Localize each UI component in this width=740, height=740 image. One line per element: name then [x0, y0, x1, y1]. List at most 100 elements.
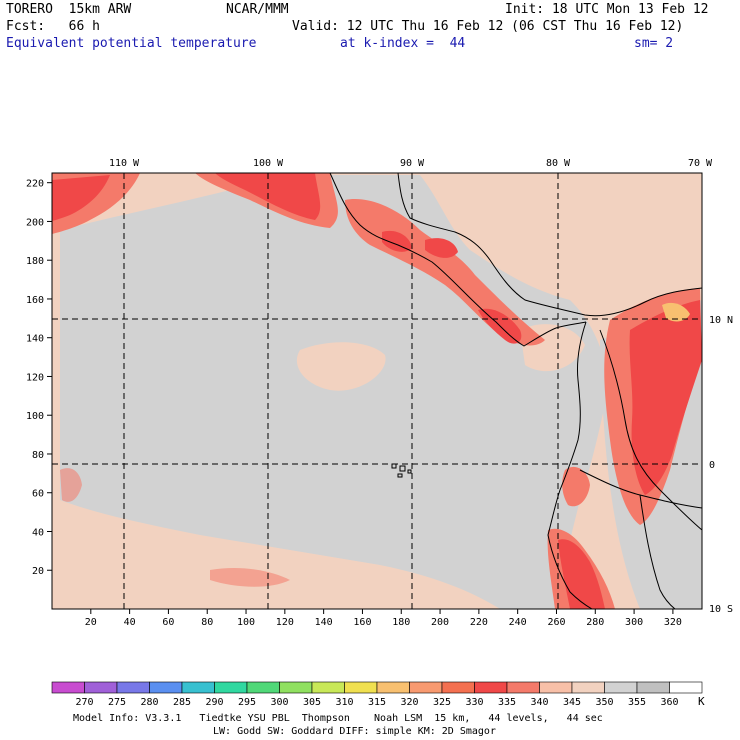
region-340k-streak [210, 568, 290, 587]
colorbar-label: 290 [205, 697, 224, 708]
x-tick-label: 200 [431, 617, 449, 628]
x-tick-label: 120 [276, 617, 294, 628]
x-tick-label: 160 [353, 617, 371, 628]
x-tick-label: 280 [586, 617, 604, 628]
colorbar-swatch [506, 681, 540, 694]
map-frame [51, 172, 703, 610]
colorbar [51, 681, 703, 694]
colorbar-label: 315 [367, 697, 387, 708]
colorbar-swatch [214, 681, 248, 694]
colorbar-swatch [376, 681, 410, 694]
colorbar-unit: K [698, 695, 705, 708]
colorbar-swatch [246, 681, 280, 694]
region-335k-honduras [425, 238, 458, 258]
x-tick-label: 60 [162, 617, 174, 628]
forecast-hour: Fcst: 66 h [6, 19, 100, 34]
region-340k-patch [296, 342, 386, 391]
x-tick-label: 260 [547, 617, 565, 628]
coastline-central-america [329, 172, 587, 347]
colorbar-swatch [571, 681, 605, 694]
y-tick-label: 60 [32, 489, 44, 500]
lat-label: 0 [709, 460, 715, 471]
lat-label: 10 N [709, 315, 733, 326]
coastline-caribbean [397, 172, 703, 317]
colorbar-label: 310 [335, 697, 354, 708]
colorbar-label: 330 [465, 697, 484, 708]
colorbar-swatch [669, 681, 703, 694]
colorbar-label: 280 [140, 697, 159, 708]
x-tick-label: 140 [315, 617, 333, 628]
x-tick-label: 80 [201, 617, 213, 628]
center-title: NCAR/MMM [226, 2, 289, 17]
y-tick-label: 160 [26, 295, 44, 306]
colorbar-label: 345 [562, 697, 582, 708]
x-tick-label: 240 [509, 617, 527, 628]
galapagos-islands [391, 463, 412, 478]
x-tick-label: 320 [664, 617, 682, 628]
y-tick-label: 140 [26, 334, 44, 345]
y-tick-label: 20 [32, 566, 44, 577]
x-tick-label: 20 [85, 617, 97, 628]
colorbar-swatch [116, 681, 150, 694]
lon-label: 100 W [253, 158, 284, 169]
y-tick-label: 100 [26, 411, 44, 422]
y-tick-label: 80 [32, 450, 44, 461]
theta-e-field [52, 173, 702, 609]
lon-label: 110 W [109, 158, 140, 169]
colorbar-label: 270 [75, 697, 94, 708]
region-335k-northwest [52, 175, 110, 221]
x-tick-label: 180 [392, 617, 410, 628]
field-name: Equivalent potential temperature [6, 36, 257, 51]
x-tick-label: 100 [237, 617, 255, 628]
colorbar-label: 285 [172, 697, 192, 708]
colorbar-label: 325 [432, 697, 452, 708]
colorbar-label: 355 [627, 697, 647, 708]
x-axis-ticks: 20 40 60 80 100 120 140 160 180 200 220 240 260 280 30… [85, 609, 682, 628]
x-tick-label: 300 [625, 617, 643, 628]
region-335k-colombia [629, 300, 702, 495]
border-peru-brazil [639, 494, 676, 610]
valid-time: Valid: 12 UTC Thu 16 Feb 12 (06 CST Thu … [292, 19, 684, 34]
model-title: TORERO 15km ARW [6, 2, 132, 17]
border-south-america [599, 329, 703, 531]
region-340k-streak [60, 468, 82, 502]
colorbar-label: 320 [400, 697, 419, 708]
colorbar-swatch [474, 681, 508, 694]
colorbar-swatch [539, 681, 573, 694]
x-tick-label: 40 [124, 617, 136, 628]
colorbar-label: 305 [302, 697, 322, 708]
border-ecuador-peru [579, 469, 703, 509]
colorbar-label: 360 [660, 697, 679, 708]
model-info: Model Info: V3.3.1 Tiedtke YSU PBL Thomp… [73, 713, 603, 724]
colorbar-swatch [51, 681, 85, 694]
level-info: at k-index = 44 [340, 36, 466, 51]
region-330k-ecuador [562, 466, 590, 507]
colorbar-swatch [84, 681, 118, 694]
y-tick-label: 40 [32, 527, 44, 538]
y-axis-ticks: 220 200 180 160 140 120 100 80 60 40 20 [26, 179, 52, 577]
colorbar-swatch [441, 681, 475, 694]
colorbar-label: 340 [530, 697, 549, 708]
lon-label: 80 W [546, 158, 571, 169]
colorbar-swatch [181, 681, 215, 694]
region-340k-patch [60, 520, 500, 609]
x-tick-label: 220 [470, 617, 488, 628]
coastline-south-america-west [547, 321, 593, 610]
y-tick-label: 120 [26, 372, 44, 383]
lat-label: 10 S [709, 604, 733, 615]
colorbar-label: 335 [497, 697, 517, 708]
region-320k-venezuela [662, 302, 690, 322]
region-335k-guatemala [382, 230, 412, 252]
colorbar-swatch [344, 681, 378, 694]
coastlines [329, 172, 703, 610]
colorbar-label: 275 [107, 697, 127, 708]
colorbar-swatch [149, 681, 183, 694]
colorbar-label: 300 [270, 697, 289, 708]
physics-info: LW: Godd SW: Goddard DIFF: simple KM: 2D… [213, 726, 496, 737]
y-tick-label: 180 [26, 256, 44, 267]
colorbar-label: 350 [595, 697, 614, 708]
colorbar-swatch [409, 681, 443, 694]
smoothing-info: sm= 2 [634, 36, 674, 51]
init-time: Init: 18 UTC Mon 13 Feb 12 [505, 2, 709, 17]
